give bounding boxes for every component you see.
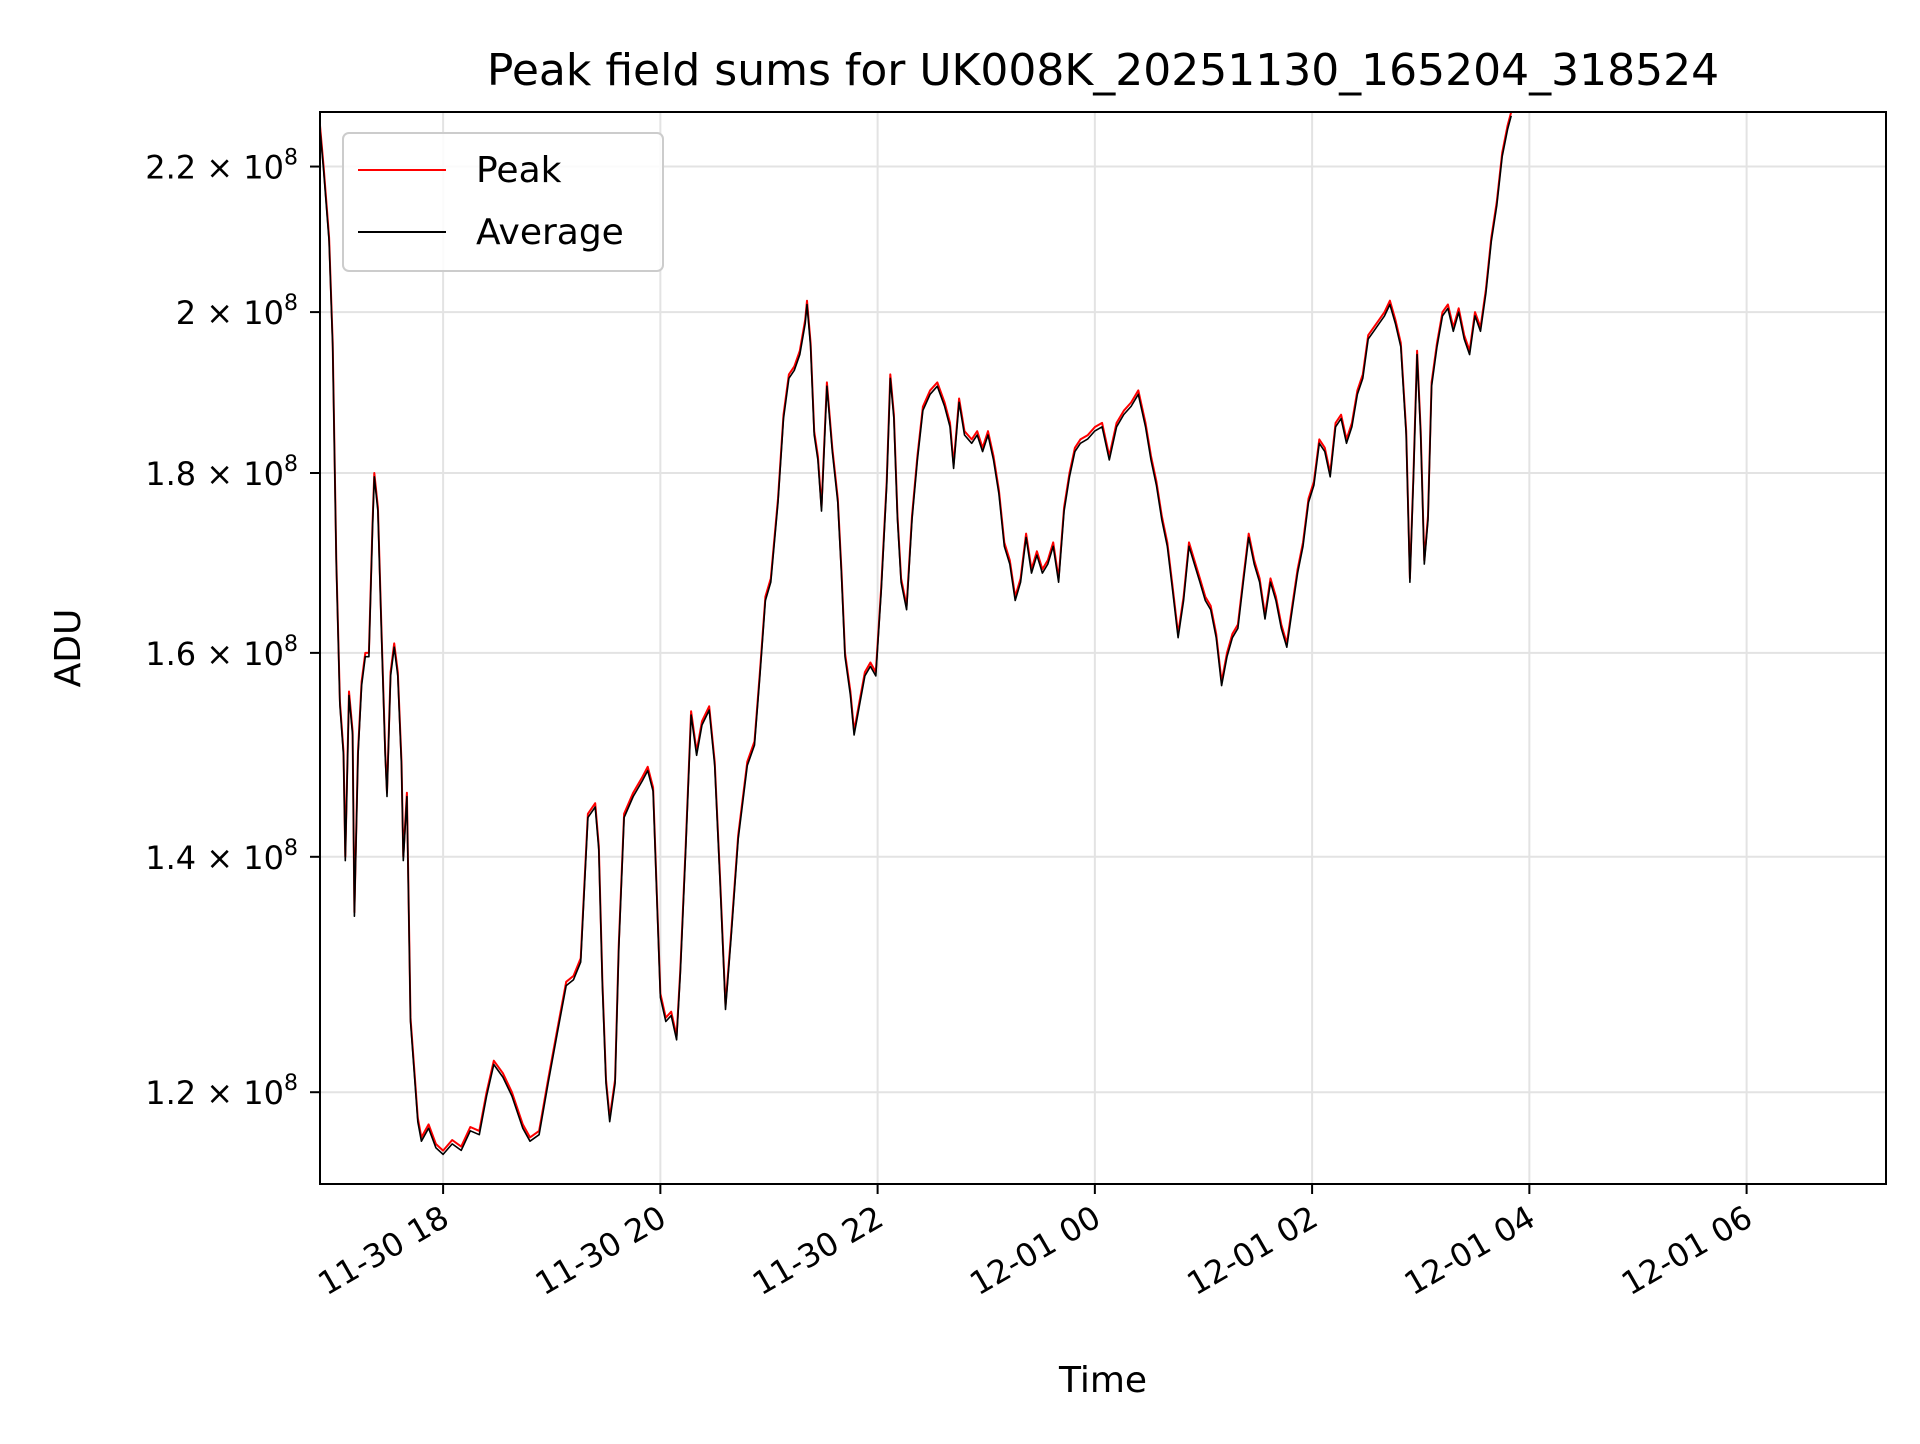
legend-box (342, 132, 664, 272)
series-layer (319, 111, 1513, 1156)
y-tick-label: 2.2 × 108 (145, 146, 298, 187)
y-tick-label: 1.8 × 108 (145, 452, 298, 493)
legend-average-label: Average (476, 212, 624, 253)
chart-title: Peak field sums for UK008K_20251130_1652… (487, 45, 1719, 96)
y-tick-label: 1.6 × 108 (145, 632, 298, 673)
y-axis-label: ADU (48, 609, 89, 688)
series-line-average (319, 115, 1512, 1156)
plot-frame (319, 111, 1887, 1185)
y-tick-label: 2 × 108 (176, 291, 298, 332)
x-axis-label: Time (1058, 1360, 1147, 1401)
legend: Peak Average (342, 132, 664, 272)
y-tick-label: 1.2 × 108 (145, 1071, 298, 1112)
y-axis-ticks: 1.2 × 108 1.4 × 108 1.6 × 108 1.8 × 108 2 × … (145, 146, 320, 1112)
y-tick-label: 1.4 × 108 (145, 836, 298, 877)
legend-peak-label: Peak (476, 150, 562, 191)
